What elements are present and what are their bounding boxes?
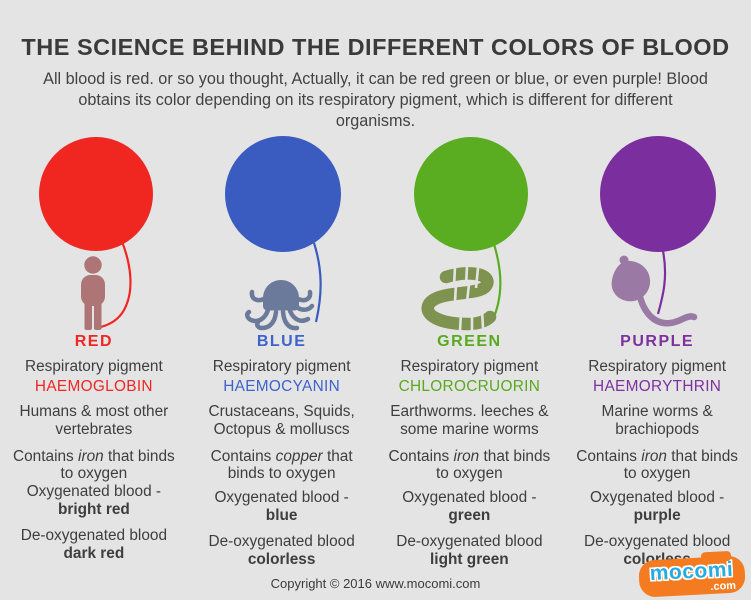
metal-name: iron [641,447,667,465]
blue-balloon-graphic [224,136,341,331]
logo-tab [700,550,732,563]
pigment-text: Respiratory pigment CHLOROCRUORIN [376,358,564,396]
blood-color-label: GREEN [437,333,502,351]
octopus-icon [244,280,314,331]
red-balloon-graphic [39,137,153,331]
deoxygenated-blood-text: De-oxygenated blood light green [376,533,564,569]
red-blood-drop [39,137,153,252]
subtitle: All blood is red. or so you thought, Act… [43,70,708,131]
deoxygenated-color-value: colorless [247,550,316,568]
blue-blood-drop [224,136,341,253]
page-title: THE SCIENCE BEHIND THE DIFFERENT COLORS … [21,34,730,60]
column-purple: PURPLE Respiratory pigment HAEMORYTHRIN … [563,134,751,569]
red-string [100,238,132,329]
deoxygenated-color-value: dark red [63,544,125,562]
pigment-name: HAEMOCYANIN [223,378,340,396]
contains-text: Contains iron that binds to oxygen [576,447,738,483]
oxygenated-blood-text: Oxygenated blood - blue [188,489,376,525]
pigment-name: CHLOROCRUORIN [398,378,541,396]
mocomi-logo: mocomi .com [638,550,746,598]
oxygenated-blood-text: Oxygenated blood - purple [563,489,751,525]
purple-string [657,250,667,315]
blue-string [312,242,322,323]
metal-name: copper [275,447,323,465]
purple-balloon-graphic [600,136,717,327]
pigment-text: Respiratory pigment HAEMOCYANIN [188,358,376,396]
metal-name: iron [453,447,480,465]
blood-color-label: PURPLE [620,333,695,351]
blood-color-label: BLUE [256,333,307,351]
organisms-text: Humans & most other vertebrates [19,402,169,438]
oxygenated-color-value: bright red [57,501,130,519]
blood-color-label: RED [74,333,114,351]
organisms-text: Marine worms & brachiopods [601,402,713,438]
green-blood-drop [413,137,528,252]
pigment-text: Respiratory pigment HAEMORYTHRIN [563,358,751,396]
column-blue: BLUE Respiratory pigment HAEMOCYANIN Cru… [188,134,376,569]
contains-text: Contains copper that binds to oxygen [210,447,353,483]
metal-name: iron [78,447,104,465]
column-red: RED Respiratory pigment HAEMOGLOBIN Huma… [0,134,188,569]
column-green: GREEN Respiratory pigment CHLOROCRUORIN … [376,134,564,569]
organisms-text: Earthworms. leeches & some marine worms [390,402,549,438]
oxygenated-blood-text: Oxygenated blood - green [376,489,564,525]
marine-worm-icon [611,255,698,327]
oxygenated-color-value: blue [265,507,298,525]
oxygenated-blood-text: Oxygenated blood - bright red [0,483,188,519]
human-icon [81,256,105,331]
pigment-name: HAEMOGLOBIN [34,378,153,396]
deoxygenated-blood-text: De-oxygenated blood colorless [188,533,376,569]
columns-container: RED Respiratory pigment HAEMOGLOBIN Huma… [0,134,751,569]
logo-domain: .com [710,579,737,594]
green-balloon-graphic [413,137,528,332]
purple-blood-drop [600,136,717,253]
pigment-name: HAEMORYTHRIN [593,378,722,396]
deoxygenated-blood-text: De-oxygenated blood dark red [0,527,188,563]
contains-text: Contains iron that binds to oxygen [388,447,551,483]
pigment-text: Respiratory pigment HAEMOGLOBIN [0,358,188,396]
worm-icon [421,266,496,332]
copyright-text: Copyright © 2016 www.mocomi.com [270,576,481,591]
contains-text: Contains iron that binds to oxygen [13,447,175,483]
oxygenated-color-value: purple [633,507,681,525]
oxygenated-color-value: green [448,507,491,525]
deoxygenated-color-value: light green [430,550,509,568]
organisms-text: Crustaceans, Squids, Octopus & molluscs [208,402,355,438]
